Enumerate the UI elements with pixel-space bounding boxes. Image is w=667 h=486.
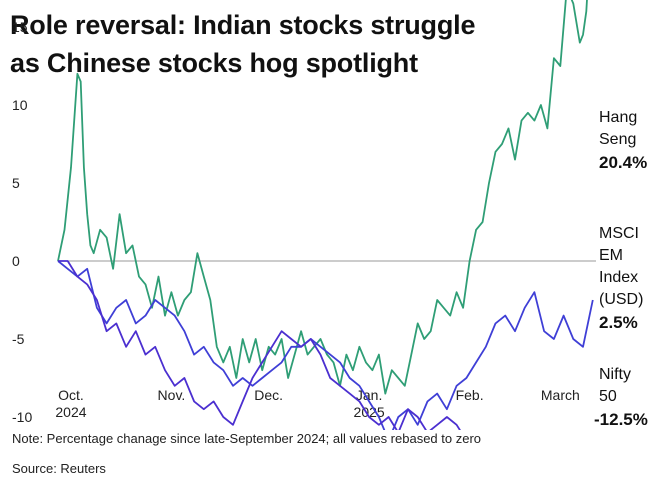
x-tick-label: Oct. bbox=[58, 387, 84, 403]
y-tick-label: 15 bbox=[12, 19, 28, 35]
series-line-hang-seng bbox=[57, 0, 588, 395]
y-tick-label: -5 bbox=[12, 331, 25, 347]
x-tick-label: March bbox=[541, 387, 580, 403]
y-tick-label: -10 bbox=[12, 409, 32, 425]
series-label: Nifty bbox=[599, 366, 631, 383]
x-tick-label: Dec. bbox=[254, 387, 283, 403]
chart-title: Role reversal: Indian stocks struggle as… bbox=[10, 6, 650, 82]
line-chart: 20%151050-5-10-15Oct.2024Nov.Dec.Jan.202… bbox=[12, 0, 648, 430]
x-tick-label: Feb. bbox=[456, 387, 484, 403]
x-tick-label-year: 2025 bbox=[354, 404, 385, 420]
series-label: Hang bbox=[599, 109, 637, 126]
series-label: MSCI bbox=[599, 225, 639, 242]
series-label: Seng bbox=[599, 131, 636, 148]
x-tick-label-year: 2024 bbox=[55, 404, 86, 420]
chart-note: Note: Percentage chanage since late-Sept… bbox=[12, 431, 482, 446]
series-end-value: -12.5% bbox=[594, 410, 648, 429]
series-end-value: 2.5% bbox=[599, 313, 638, 332]
y-tick-label: 5 bbox=[12, 175, 20, 191]
chart-title-line-1: Role reversal: Indian stocks struggle bbox=[10, 10, 476, 40]
y-tick-label: 10 bbox=[12, 97, 28, 113]
series-label: 50 bbox=[599, 388, 617, 405]
series-line-nifty-50 bbox=[58, 260, 461, 430]
chart-source: Source: Reuters bbox=[12, 461, 106, 476]
series-end-value: 20.4% bbox=[599, 153, 647, 172]
series-label: Index bbox=[599, 269, 638, 286]
series-label: (USD) bbox=[599, 291, 643, 308]
x-tick-label: Nov. bbox=[158, 387, 186, 403]
chart-title-line-2: as Chinese stocks hog spotlight bbox=[10, 48, 418, 78]
series-line-msci-em-index-usd- bbox=[57, 260, 594, 430]
y-tick-label: 0 bbox=[12, 253, 20, 269]
series-label: EM bbox=[599, 247, 623, 264]
